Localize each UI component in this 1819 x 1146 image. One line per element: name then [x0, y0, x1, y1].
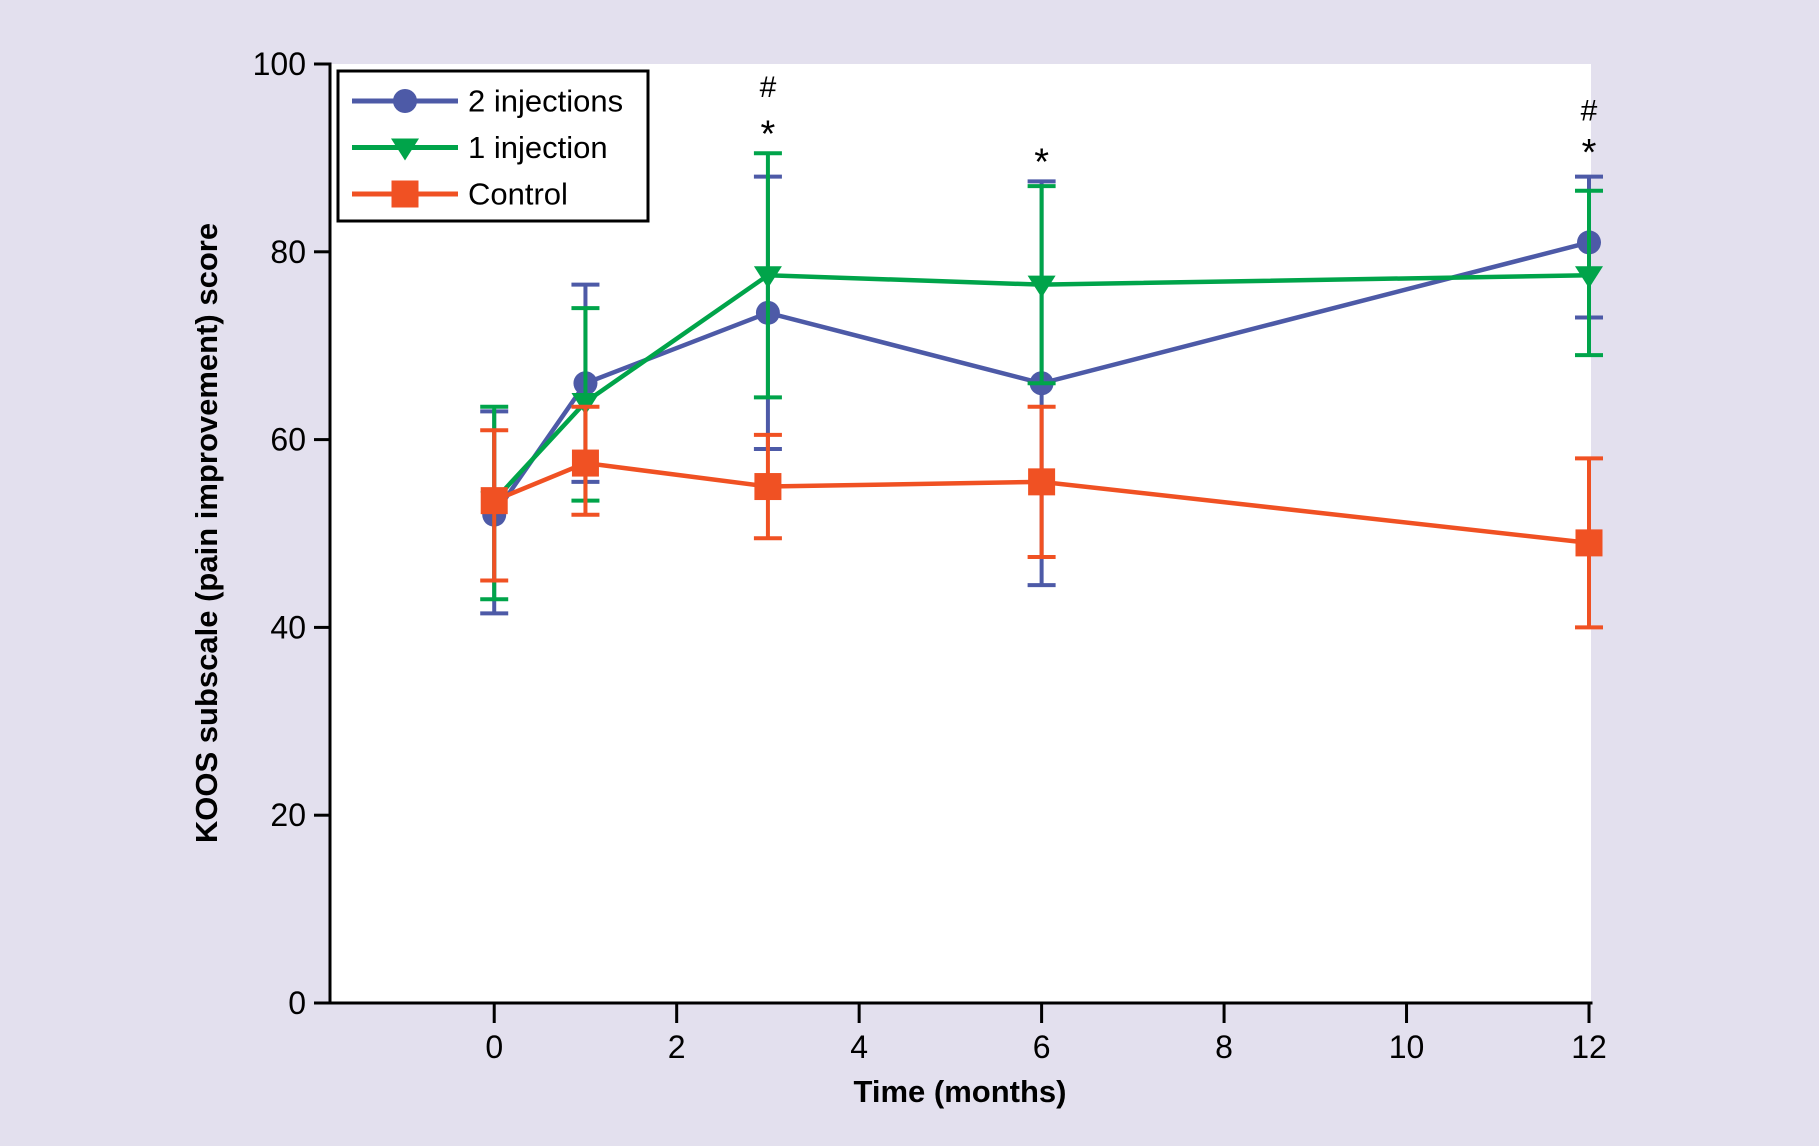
hash-annotation: #	[760, 71, 777, 104]
y-axis-title: KOOS subscale (pain improvement) score	[189, 222, 224, 844]
data-point-marker-triangle	[1575, 266, 1603, 289]
x-tick-label: 10	[1389, 1029, 1425, 1065]
y-tick-label: 0	[288, 985, 306, 1021]
x-axis-title: Time (months)	[853, 1074, 1067, 1109]
axes	[328, 62, 1593, 1005]
legend: 2 injections 1 injection Control	[336, 69, 650, 223]
legend-label: 1 injection	[468, 130, 608, 165]
y-tick-label: 20	[270, 797, 306, 833]
data-point-marker-triangle	[571, 393, 600, 416]
data-point-marker-square	[571, 449, 599, 477]
x-axis-ticks: 0 2 4 6 8 10 12	[485, 1003, 1607, 1065]
y-tick-label: 60	[270, 422, 306, 458]
y-axis-ticks: 0 20 40 60 80 100	[253, 46, 330, 1021]
x-tick-label: 2	[668, 1029, 686, 1065]
legend-label: 2 injections	[468, 84, 623, 119]
asterisk-annotation: *	[761, 113, 776, 155]
hash-annotation: #	[1581, 94, 1598, 127]
data-point-marker-square	[480, 487, 508, 515]
legend-item: 1 injection	[352, 130, 608, 165]
data-point-marker-square	[1028, 468, 1056, 496]
y-tick-label: 80	[270, 234, 306, 270]
asterisk-annotation: *	[1034, 142, 1049, 184]
data-point-marker-triangle	[391, 138, 419, 161]
legend-label: Control	[468, 177, 568, 212]
data-point-marker-triangle	[1027, 275, 1056, 298]
legend-item: 2 injections	[352, 84, 623, 119]
x-tick-label: 6	[1033, 1029, 1051, 1065]
data-point-marker-triangle	[753, 266, 782, 289]
y-tick-label: 100	[253, 46, 306, 82]
x-tick-label: 8	[1215, 1029, 1233, 1065]
data-point-marker-square	[391, 180, 419, 208]
x-tick-label: 4	[850, 1029, 868, 1065]
asterisk-annotation: *	[1582, 132, 1597, 174]
x-tick-label: 0	[485, 1029, 503, 1065]
x-tick-label: 12	[1571, 1029, 1607, 1065]
series-control	[480, 404, 1603, 630]
y-tick-label: 40	[270, 609, 306, 645]
data-point-marker-square	[754, 473, 782, 501]
legend-item: Control	[352, 177, 568, 212]
significance-annotations: # * * # *	[760, 71, 1598, 184]
data-point-marker-circle	[393, 89, 417, 113]
data-point-marker-square	[1575, 529, 1603, 557]
